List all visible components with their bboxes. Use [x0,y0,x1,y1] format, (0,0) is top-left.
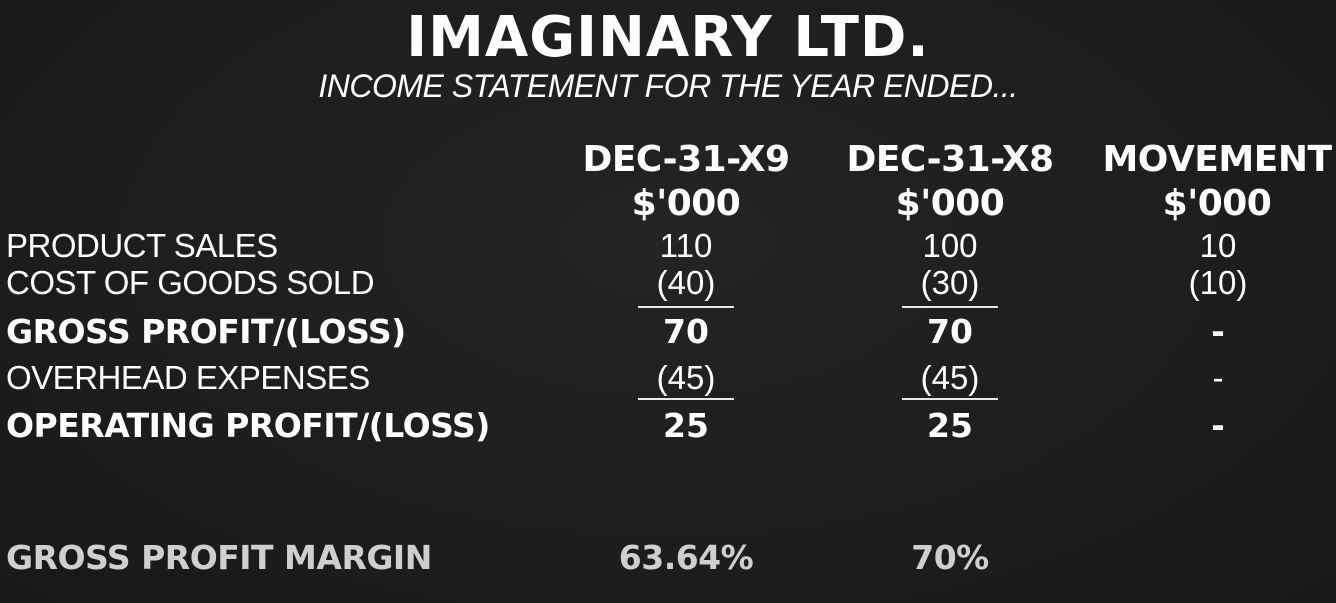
cell-overheads-x9: (45) [656,359,716,396]
row-label-cogs: COST OF GOODS SOLD [6,264,375,301]
cell-cogs-x8: (30) [920,264,980,301]
cell-operating-profit-movement: - [1211,406,1225,445]
column-period: DEC-31-X8 [846,139,1054,180]
column-header-x9: DEC-31-X9 $'000 [566,138,806,226]
cell-overheads-movement: - [1212,359,1224,396]
cell-cogs-movement: (10) [1188,264,1248,301]
gross-profit-margin-x9: 63.64% [618,538,754,577]
subtotal-rule-x8 [902,398,998,400]
cell-product-sales-x9: 110 [659,227,713,264]
cell-operating-profit-x9: 25 [663,406,709,445]
subtotal-rule-x9 [638,398,734,400]
cell-gross-profit-x8: 70 [927,312,973,351]
column-unit: $'000 [1162,183,1272,224]
statement-subtitle: INCOME STATEMENT FOR THE YEAR ENDED... [318,68,1018,104]
cell-cogs-x9: (40) [656,264,716,301]
row-label-overheads: OVERHEAD EXPENSES [6,359,370,396]
cell-overheads-x8: (45) [920,359,980,396]
gross-profit-margin-label: GROSS PROFIT MARGIN [6,538,432,577]
column-unit: $'000 [895,183,1005,224]
row-label-operating-profit: OPERATING PROFIT/(LOSS) [6,406,490,445]
cell-gross-profit-x9: 70 [663,312,709,351]
column-period: DEC-31-X9 [582,139,790,180]
column-header-movement: MOVEMENT $'000 [1098,138,1336,226]
row-label-product-sales: PRODUCT SALES [6,227,278,264]
column-unit: $'000 [631,183,741,224]
subtotal-rule-x8 [902,306,998,308]
subtotal-rule-x9 [638,306,734,308]
cell-product-sales-movement: 10 [1199,227,1237,264]
gross-profit-margin-x8: 70% [911,538,989,577]
cell-product-sales-x8: 100 [922,227,978,264]
company-title: IMAGINARY LTD. [406,5,930,70]
column-header-x8: DEC-31-X8 $'000 [830,138,1070,226]
column-period: MOVEMENT [1102,139,1332,180]
cell-gross-profit-movement: - [1211,312,1225,351]
cell-operating-profit-x8: 25 [927,406,973,445]
row-label-gross-profit: GROSS PROFIT/(LOSS) [6,312,406,351]
